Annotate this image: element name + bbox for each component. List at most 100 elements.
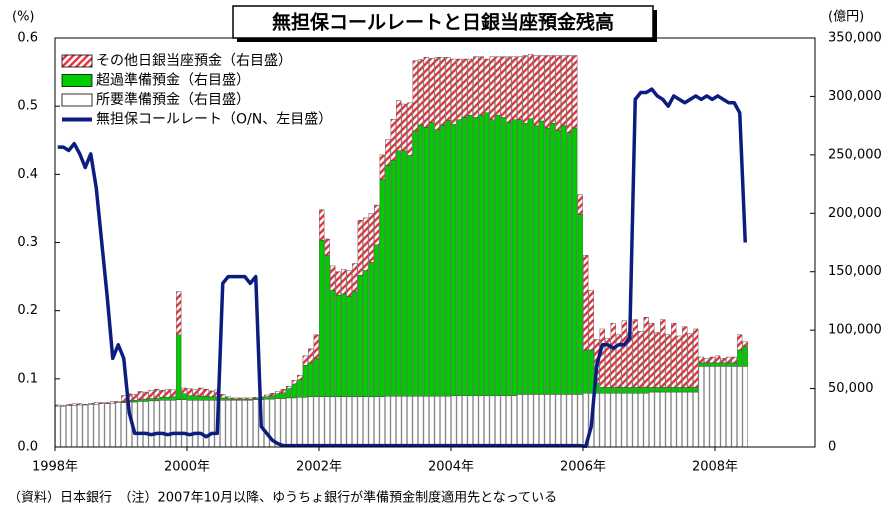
bar-segment	[379, 396, 385, 448]
bar-segment	[280, 398, 286, 448]
bar-segment	[335, 294, 341, 397]
bar-segment	[385, 395, 391, 448]
bar-segment	[627, 387, 633, 394]
bar-segment	[709, 366, 715, 448]
bar-segment	[363, 270, 369, 397]
bar-segment	[181, 393, 187, 400]
bar-segment	[396, 395, 402, 448]
bar-segment	[104, 402, 110, 404]
bar-segment	[533, 125, 539, 395]
bar-segment	[649, 387, 655, 393]
bar-segment	[401, 395, 407, 448]
bar-segment	[203, 400, 209, 448]
bar-segment	[143, 401, 149, 448]
bar-segment	[583, 255, 589, 351]
x-tick-label: 2004年	[428, 460, 474, 475]
bar-segment	[506, 395, 512, 448]
footnote: （資料）日本銀行 （注）2007年10月以降、ゆうちょ銀行が準備預金制度適用先と…	[8, 490, 557, 506]
bar-segment	[456, 119, 462, 396]
bar-segment	[550, 55, 556, 124]
bar-segment	[720, 362, 726, 367]
y-tick-label: 0.2	[17, 303, 38, 318]
bar-segment	[88, 402, 94, 405]
bar-segment	[583, 349, 589, 394]
bar-segment	[704, 366, 710, 448]
bar-segment	[643, 317, 649, 388]
bar-segment	[308, 362, 314, 397]
bar-segment	[429, 58, 435, 123]
bar-segment	[137, 401, 143, 448]
bar-segment	[297, 379, 303, 398]
legend-swatch	[61, 74, 93, 87]
bar-segment	[132, 394, 138, 401]
bar-segment	[632, 319, 638, 388]
bar-segment	[159, 390, 165, 398]
bar-segment	[418, 395, 424, 448]
bar-segment	[346, 270, 352, 297]
bar-segment	[291, 383, 297, 399]
bar-segment	[643, 393, 649, 448]
bar-segment	[616, 334, 622, 388]
bar-segment	[715, 362, 721, 367]
bar-segment	[462, 58, 468, 118]
bar-segment	[511, 395, 517, 448]
bar-segment	[363, 396, 369, 448]
bar-segment	[176, 399, 182, 448]
bar-segment	[330, 290, 336, 397]
bar-segment	[313, 357, 319, 397]
bar-segment	[665, 334, 671, 388]
bar-segment	[176, 334, 182, 400]
legend-label: 無担保コールレート（O/N、左目盛）	[96, 112, 332, 128]
bar-segment	[709, 362, 715, 367]
bar-segment	[308, 396, 314, 448]
bar-segment	[418, 59, 424, 126]
y-tick-label: 0.4	[17, 167, 38, 182]
bar-segment	[682, 326, 688, 388]
y2-tick-label: 200,000	[828, 206, 882, 221]
bar-segment	[225, 400, 231, 448]
bar-segment	[423, 57, 429, 128]
bar-segment	[484, 58, 490, 113]
bar-segment	[225, 398, 231, 401]
bar-segment	[451, 395, 457, 448]
bar-segment	[115, 402, 121, 448]
bar-segment	[671, 387, 677, 393]
bar-segment	[385, 139, 391, 166]
bar-segment	[517, 394, 523, 448]
bar-segment	[60, 405, 66, 407]
bar-segment	[253, 399, 259, 448]
bar-segment	[148, 390, 154, 399]
bar-segment	[500, 395, 506, 448]
bar-segment	[676, 391, 682, 448]
bar-segment	[302, 355, 308, 366]
bar-segment	[187, 400, 193, 448]
bar-segment	[275, 393, 281, 399]
bar-segment	[440, 57, 446, 126]
bar-segment	[561, 55, 567, 126]
y-tick-label: 0.6	[17, 31, 38, 46]
bar-segment	[649, 322, 655, 388]
bar-segment	[291, 380, 297, 385]
bar-segment	[137, 399, 143, 402]
bar-segment	[346, 296, 352, 397]
bar-segment	[693, 328, 699, 388]
bar-segment	[500, 117, 506, 396]
bar-segment	[731, 362, 737, 367]
bar-segment	[478, 56, 484, 116]
bar-segment	[148, 398, 154, 402]
bar-segment	[577, 194, 583, 215]
bar-segment	[676, 335, 682, 388]
bar-segment	[308, 348, 314, 364]
bar-segment	[286, 386, 292, 389]
bar-segment	[110, 402, 116, 448]
y2-tick-label: 100,000	[828, 323, 882, 338]
bar-segment	[605, 338, 611, 388]
bar-segment	[264, 394, 270, 397]
bar-segment	[660, 387, 666, 393]
bar-segment	[55, 405, 61, 448]
bar-segment	[550, 123, 556, 395]
bar-segment	[709, 356, 715, 364]
bar-segment	[456, 58, 462, 120]
bar-segment	[495, 114, 501, 396]
bar-segment	[676, 387, 682, 393]
